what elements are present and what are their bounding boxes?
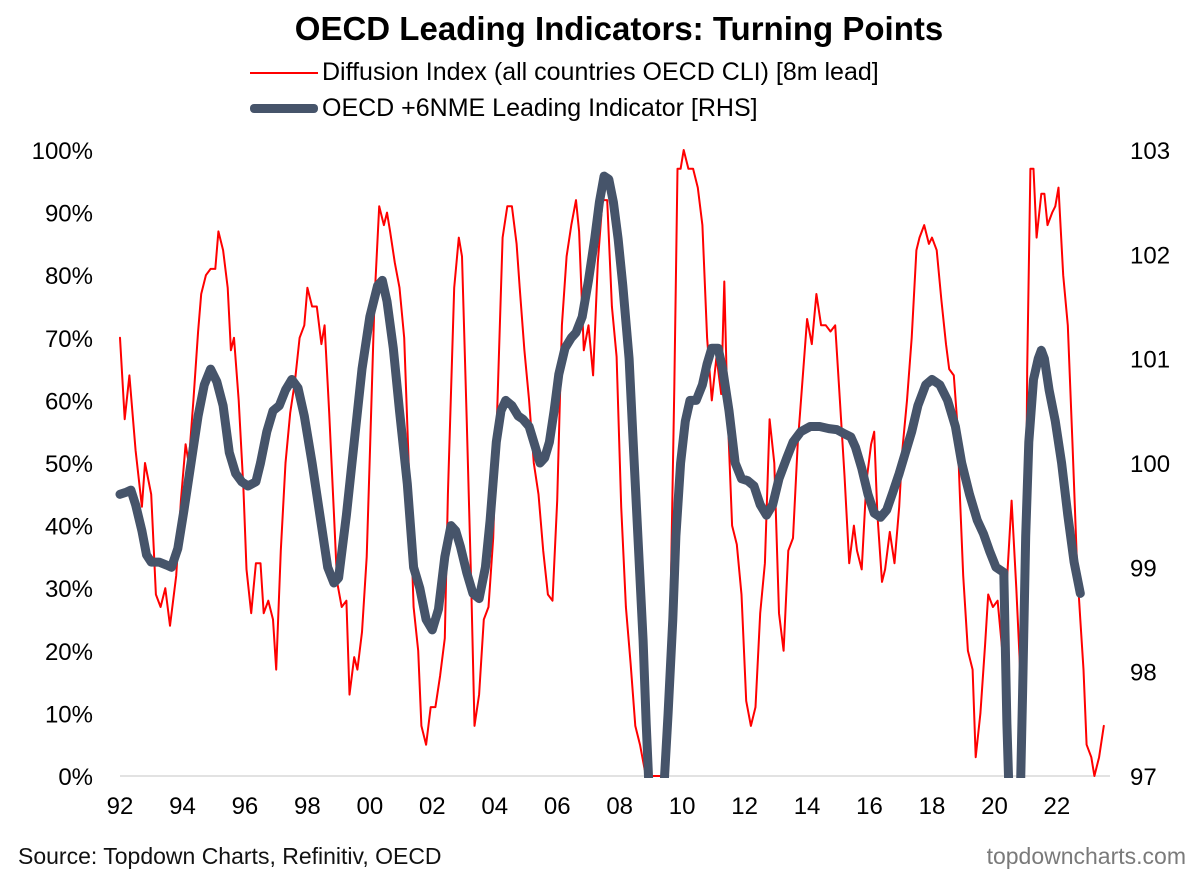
x-axis-tick-label: 10 bbox=[669, 793, 696, 820]
left-axis-tick-label: 20% bbox=[45, 639, 93, 666]
left-axis-tick-label: 0% bbox=[58, 764, 93, 791]
left-axis-tick-label: 40% bbox=[45, 514, 93, 541]
left-axis-tick-label: 90% bbox=[45, 201, 93, 228]
left-axis-tick-label: 70% bbox=[45, 326, 93, 353]
right-axis-tick-label: 99 bbox=[1130, 555, 1157, 582]
x-axis-tick-label: 96 bbox=[232, 793, 259, 820]
x-axis-tick-label: 12 bbox=[731, 793, 758, 820]
x-axis-tick-label: 94 bbox=[169, 793, 196, 820]
x-axis-tick-label: 00 bbox=[356, 793, 383, 820]
left-axis-tick-label: 10% bbox=[45, 701, 93, 728]
left-axis-tick-label: 30% bbox=[45, 576, 93, 603]
x-axis-tick-label: 08 bbox=[606, 793, 633, 820]
left-axis-tick-label: 60% bbox=[45, 388, 93, 415]
x-axis-tick-label: 02 bbox=[419, 793, 446, 820]
right-axis-tick-label: 97 bbox=[1130, 764, 1157, 791]
x-axis-tick-label: 18 bbox=[919, 793, 946, 820]
right-axis-tick-label: 98 bbox=[1130, 660, 1157, 687]
x-axis-tick-label: 16 bbox=[856, 793, 883, 820]
right-axis-tick-label: 103 bbox=[1130, 138, 1170, 165]
x-axis-tick-label: 06 bbox=[544, 793, 571, 820]
series-line-leading-indicator bbox=[115, 171, 1085, 778]
x-axis-tick-label: 92 bbox=[107, 793, 134, 820]
right-axis-tick-label: 102 bbox=[1130, 242, 1170, 269]
legend-entry-diffusion-index: Diffusion Index (all countries OECD CLI)… bbox=[250, 58, 879, 87]
series-layer bbox=[115, 149, 1105, 778]
source-note: Source: Topdown Charts, Refinitiv, OECD bbox=[18, 843, 442, 869]
brand-watermark: topdowncharts.com bbox=[986, 843, 1186, 869]
right-axis-tick-label: 101 bbox=[1130, 347, 1170, 374]
x-axis-ticks: 92 94 96 98 00 02 04 06 08 10 12 14 16 18 20 22 bbox=[107, 793, 1071, 820]
x-axis-tick-label: 20 bbox=[981, 793, 1008, 820]
legend-entry-leading-indicator: OECD +6NME Leading Indicator [RHS] bbox=[250, 94, 758, 123]
right-axis-ticks: 97 98 99 100 101 102 103 bbox=[1130, 138, 1170, 791]
right-axis-tick-label: 100 bbox=[1130, 451, 1170, 478]
legend-swatch-red-line bbox=[250, 71, 318, 74]
left-axis-ticks: 0% 10% 20% 30% 40% 50% 60% 70% 80% 90% 100% bbox=[32, 138, 93, 791]
legend-label-leading-indicator: OECD +6NME Leading Indicator [RHS] bbox=[322, 94, 758, 122]
chart-title: OECD Leading Indicators: Turning Points bbox=[294, 10, 944, 47]
legend-swatch-dark-line bbox=[250, 104, 318, 113]
x-axis-tick-label: 04 bbox=[481, 793, 508, 820]
x-axis-tick-label: 22 bbox=[1044, 793, 1071, 820]
left-axis-tick-label: 80% bbox=[45, 263, 93, 290]
left-axis-tick-label: 100% bbox=[32, 138, 93, 165]
x-axis-tick-label: 98 bbox=[294, 793, 321, 820]
series-line-diffusion-index bbox=[119, 149, 1105, 777]
x-axis-tick-label: 14 bbox=[794, 793, 821, 820]
left-axis-tick-label: 50% bbox=[45, 451, 93, 478]
legend-label-diffusion-index: Diffusion Index (all countries OECD CLI)… bbox=[322, 58, 879, 86]
